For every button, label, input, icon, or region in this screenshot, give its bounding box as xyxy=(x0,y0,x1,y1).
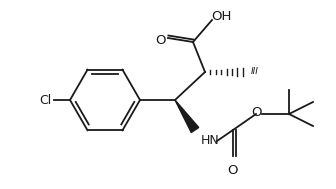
Text: Cl: Cl xyxy=(39,94,51,106)
Text: O: O xyxy=(251,106,261,119)
Text: O: O xyxy=(156,33,166,46)
Text: O: O xyxy=(228,164,238,177)
Text: OH: OH xyxy=(211,11,231,23)
Text: III: III xyxy=(251,67,259,77)
Polygon shape xyxy=(175,100,199,132)
Text: HN: HN xyxy=(201,135,220,147)
